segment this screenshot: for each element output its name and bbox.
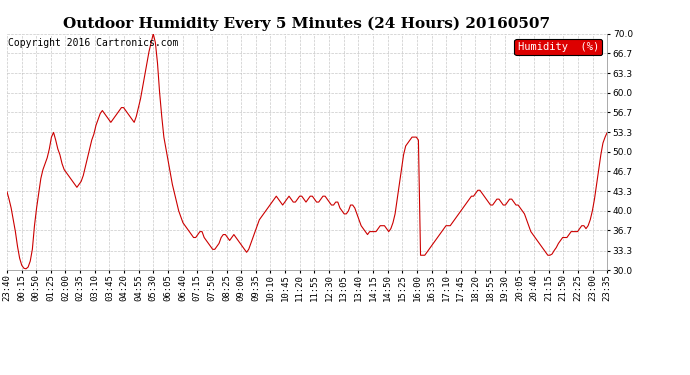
Text: Copyright 2016 Cartronics.com: Copyright 2016 Cartronics.com bbox=[8, 39, 179, 48]
Title: Outdoor Humidity Every 5 Minutes (24 Hours) 20160507: Outdoor Humidity Every 5 Minutes (24 Hou… bbox=[63, 17, 551, 31]
Legend: Humidity  (%): Humidity (%) bbox=[515, 39, 602, 55]
